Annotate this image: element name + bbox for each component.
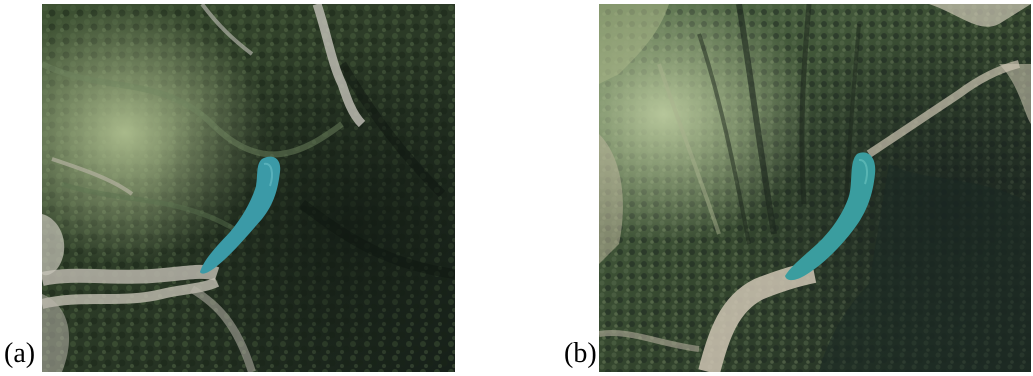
panel-a-terrain-graphic [42,4,455,372]
panel-a-aerial-image [42,4,455,372]
panel-b-aerial-image [599,4,1031,372]
panel-b-terrain-graphic [599,4,1031,372]
panel-b-label: (b) [564,340,597,368]
panel-a-label: (a) [4,340,35,368]
